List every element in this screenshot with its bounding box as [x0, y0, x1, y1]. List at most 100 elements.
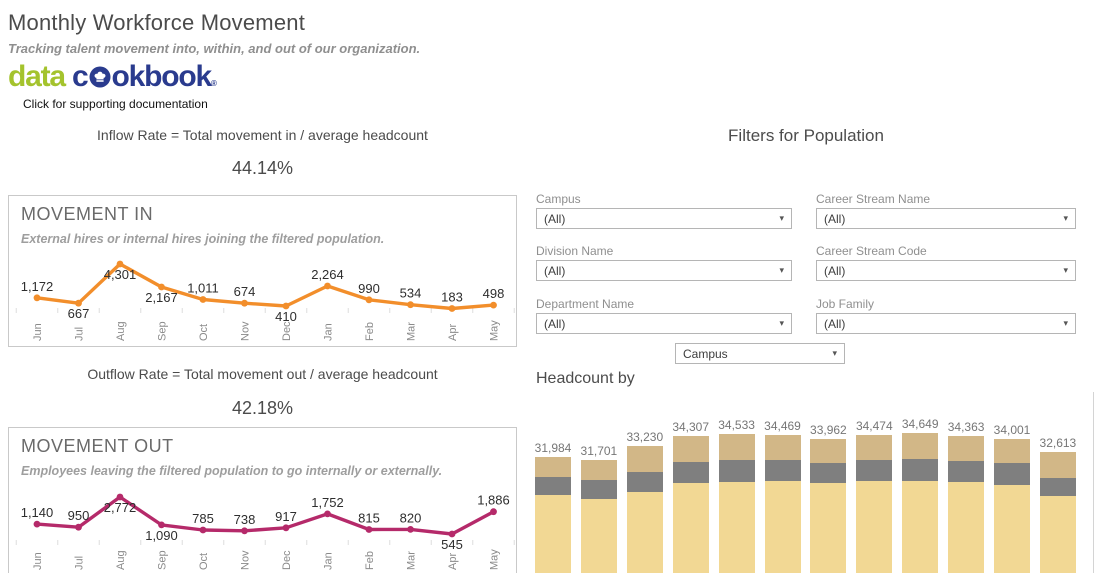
movement_out-point-Nov[interactable]	[241, 527, 248, 535]
movement_out-point-Apr[interactable]	[448, 530, 456, 538]
bar-segment-bottom[interactable]	[580, 498, 617, 573]
bar-segment-top[interactable]	[535, 457, 571, 478]
headcount-bar-5[interactable]	[718, 434, 755, 573]
bar-segment-middle[interactable]	[902, 459, 939, 481]
bar-segment-middle[interactable]	[1039, 477, 1076, 496]
bar-segment-top[interactable]	[856, 434, 893, 460]
headcount-bar-10[interactable]	[948, 435, 985, 573]
bar-segment-bottom[interactable]	[810, 483, 847, 573]
movement_out-point-Oct[interactable]	[199, 526, 207, 534]
month-axis-label[interactable]: Jan	[323, 552, 335, 570]
filter-division-name-dropdown[interactable]: (All) ▾	[536, 260, 792, 281]
headcount-bar-11[interactable]	[994, 438, 1030, 573]
headcount-bar-1[interactable]	[535, 457, 571, 573]
movement_out-point-May[interactable]	[490, 508, 497, 516]
supporting-documentation-link[interactable]: Click for supporting documentation	[23, 97, 208, 111]
headcount-bar-8[interactable]	[856, 434, 893, 573]
bar-segment-bottom[interactable]	[856, 480, 893, 573]
bar-segment-middle[interactable]	[948, 460, 985, 482]
movement-in-plot[interactable]: 1,172 Jun 667 Jul 4,301 Aug 2,167 Sep 1,011 Oct 67…	[9, 196, 516, 346]
bar-segment-bottom[interactable]	[1039, 495, 1076, 573]
movement_in-point-Feb[interactable]	[365, 296, 373, 304]
headcount-bar-3[interactable]	[626, 445, 663, 573]
month-axis-label[interactable]: May	[489, 320, 501, 341]
movement_out-point-Jun[interactable]	[33, 520, 41, 528]
movement_in-point-Jan[interactable]	[324, 282, 331, 290]
headcount-bar-12[interactable]	[1039, 451, 1076, 573]
bar-segment-bottom[interactable]	[535, 495, 571, 573]
bar-segment-bottom[interactable]	[948, 481, 985, 573]
bar-segment-bottom[interactable]	[994, 484, 1030, 573]
movement_in-point-May[interactable]	[490, 301, 497, 309]
month-axis-label[interactable]: Mar	[406, 322, 418, 341]
bar-segment-middle[interactable]	[672, 462, 709, 484]
bar-segment-middle[interactable]	[626, 471, 663, 492]
month-axis-label[interactable]: Jul	[74, 556, 86, 570]
headcount-bar-6[interactable]	[764, 434, 801, 573]
month-axis-label[interactable]: Nov	[240, 321, 252, 341]
bar-segment-bottom[interactable]	[764, 480, 801, 573]
bar-segment-bottom[interactable]	[718, 482, 755, 573]
month-axis-label[interactable]: Oct	[198, 324, 210, 341]
bar-segment-top[interactable]	[994, 438, 1030, 463]
bar-segment-middle[interactable]	[810, 463, 847, 484]
bar-segment-bottom[interactable]	[626, 491, 663, 573]
bar-segment-bottom[interactable]	[902, 480, 939, 573]
bar-segment-top[interactable]	[672, 436, 709, 463]
bar-segment-top[interactable]	[626, 445, 663, 472]
month-axis-label[interactable]: Apr	[447, 553, 459, 570]
filter-job-family-dropdown[interactable]: (All) ▾	[816, 313, 1076, 334]
movement_out-point-Aug[interactable]	[116, 493, 124, 501]
bar-segment-top[interactable]	[580, 460, 617, 480]
movement_out-point-Dec[interactable]	[282, 524, 290, 532]
headcount-bar-2[interactable]	[580, 460, 617, 573]
movement_in-point-Jun[interactable]	[33, 294, 41, 302]
headcount-by-parameter-dropdown[interactable]: Campus ▾	[675, 343, 845, 364]
bar-segment-top[interactable]	[764, 434, 801, 460]
movement_out-point-Feb[interactable]	[365, 526, 373, 533]
bar-segment-top[interactable]	[902, 433, 939, 459]
movement_out-point-Sep[interactable]	[158, 521, 165, 529]
filter-career-stream-name-dropdown[interactable]: (All) ▾	[816, 208, 1076, 229]
month-axis-label[interactable]: Dec	[281, 321, 293, 341]
month-axis-label[interactable]: Mar	[406, 551, 418, 570]
movement_in-point-Nov[interactable]	[241, 299, 248, 307]
month-axis-label[interactable]: Apr	[447, 324, 459, 341]
bar-segment-middle[interactable]	[718, 460, 755, 483]
bar-segment-middle[interactable]	[764, 459, 801, 481]
movement_in-point-Oct[interactable]	[199, 296, 207, 303]
month-axis-label[interactable]: Aug	[115, 550, 127, 570]
month-axis-label[interactable]: Jul	[74, 327, 86, 341]
movement_in-point-Sep[interactable]	[158, 283, 165, 291]
month-axis-label[interactable]: Aug	[115, 321, 127, 341]
movement_in-point-Apr[interactable]	[448, 305, 456, 312]
bar-segment-middle[interactable]	[856, 459, 893, 481]
month-axis-label[interactable]: Jun	[32, 552, 44, 570]
month-axis-label[interactable]: Feb	[364, 551, 376, 570]
headcount-bar-7[interactable]	[810, 439, 847, 573]
bar-segment-middle[interactable]	[535, 477, 571, 496]
movement_in-point-Jul[interactable]	[75, 299, 82, 307]
month-axis-label[interactable]: Sep	[157, 550, 169, 570]
month-axis-label[interactable]: Feb	[364, 322, 376, 341]
bar-segment-top[interactable]	[718, 434, 755, 461]
month-axis-label[interactable]: Sep	[157, 321, 169, 341]
movement_out-point-Mar[interactable]	[407, 526, 414, 533]
bar-segment-top[interactable]	[1039, 451, 1076, 478]
filter-career-stream-code-dropdown[interactable]: (All) ▾	[816, 260, 1076, 281]
filter-department-name-dropdown[interactable]: (All) ▾	[536, 313, 792, 334]
movement_in-point-Mar[interactable]	[407, 301, 414, 309]
month-axis-label[interactable]: Nov	[240, 550, 252, 570]
month-axis-label[interactable]: Dec	[281, 550, 293, 570]
bar-segment-top[interactable]	[810, 439, 847, 464]
month-axis-label[interactable]: Jun	[32, 323, 44, 341]
movement_out-point-Jan[interactable]	[324, 510, 331, 518]
bar-segment-bottom[interactable]	[672, 483, 709, 573]
bar-segment-top[interactable]	[948, 435, 985, 461]
headcount-bar-9[interactable]	[902, 433, 939, 573]
movement_in-point-Aug[interactable]	[116, 260, 124, 268]
bar-segment-middle[interactable]	[580, 479, 617, 499]
headcount-bar-4[interactable]	[672, 436, 709, 573]
movement_in-point-Dec[interactable]	[282, 302, 290, 310]
data-cookbook-logo[interactable]: data c okbook®	[8, 60, 217, 101]
